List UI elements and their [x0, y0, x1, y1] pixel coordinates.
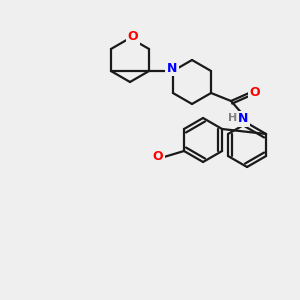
Text: O: O: [250, 85, 260, 98]
Text: O: O: [128, 31, 138, 44]
Text: N: N: [167, 61, 177, 74]
Text: N: N: [238, 112, 248, 125]
Text: H: H: [228, 113, 238, 123]
Text: O: O: [153, 149, 163, 163]
